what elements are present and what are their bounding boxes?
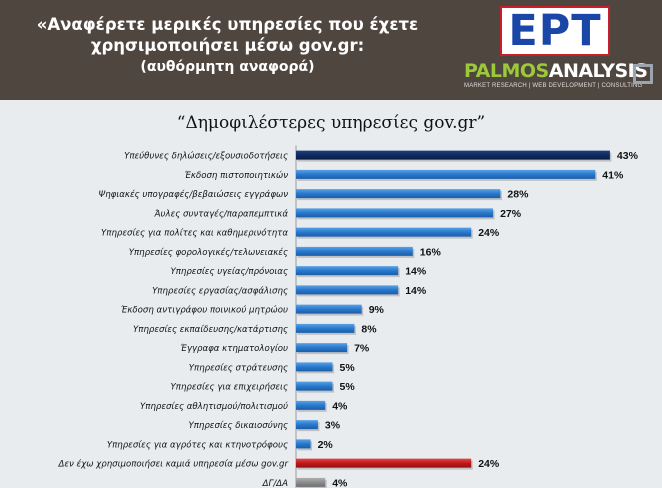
bar xyxy=(296,439,311,449)
bar-value-label: 8% xyxy=(361,323,377,335)
bar xyxy=(296,208,494,218)
palmos-logo-mark-icon xyxy=(633,64,653,84)
bar-value-label: 5% xyxy=(340,381,356,393)
bar-value-label: 4% xyxy=(332,400,348,412)
category-label: Ψηφιακές υπογραφές/βεβαιώσεις εγγράφων xyxy=(98,189,288,200)
category-label: Έκδοση αντιγράφου ποινικού μητρώου xyxy=(121,305,288,316)
bar-value-label: 41% xyxy=(602,169,624,181)
header-banner: «Αναφέρετε μερικές υπηρεσίες που έχετε χ… xyxy=(0,0,662,100)
palmos-logo-tagline: MARKET RESEARCH | WEB DEVELOPMENT | CONS… xyxy=(464,83,643,89)
bar-value-label: 2% xyxy=(318,439,334,451)
ert-logo-text: EPT xyxy=(508,6,602,56)
bar xyxy=(296,189,501,199)
category-label: Άυλες συνταγές/παραπεμπτικά xyxy=(154,208,289,219)
category-label: Υπηρεσίες αθλητισμού/πολιτισμού xyxy=(140,402,288,412)
bar xyxy=(296,420,318,430)
bar xyxy=(296,458,472,468)
ert-logo: EPT xyxy=(500,6,610,56)
bar-value-label: 7% xyxy=(354,343,370,355)
category-label: Υπηρεσίες εργασίας/ασφάλισης xyxy=(152,286,288,296)
bar xyxy=(296,150,610,160)
category-label: Υπηρεσίες στράτευσης xyxy=(189,363,288,373)
category-label: Δεν έχω χρησιμοποιήσει καμιά υπηρεσία μέ… xyxy=(57,459,288,470)
palmos-logo-name-part2: ANALYSIS xyxy=(548,60,648,82)
bar xyxy=(296,362,333,372)
bar-value-label: 9% xyxy=(369,304,385,316)
bar-value-label: 3% xyxy=(325,420,341,432)
category-label: Έγγραφα κτηματολογίου xyxy=(180,344,288,354)
bar xyxy=(296,381,333,391)
question-heading: «Αναφέρετε μερικές υπηρεσίες που έχετε χ… xyxy=(20,14,435,77)
bar xyxy=(296,304,362,314)
bar-value-label: 16% xyxy=(420,246,442,258)
bar xyxy=(296,477,326,487)
bar xyxy=(296,343,348,353)
bar xyxy=(296,227,472,237)
bar-value-label: 27% xyxy=(500,208,522,220)
bar-value-label: 4% xyxy=(332,477,348,488)
palmos-logo-name: PALMOSANALYSIS xyxy=(464,60,648,82)
bar-value-label: 14% xyxy=(405,266,427,278)
question-line-1: «Αναφέρετε μερικές υπηρεσίες που έχετε xyxy=(36,15,419,34)
chart-title: “Δημοφιλέστερες υπηρεσίες gov.gr” xyxy=(176,113,486,133)
bar-value-label: 24% xyxy=(478,227,500,239)
bar-value-label: 24% xyxy=(478,458,500,470)
category-label: Υπηρεσίες για πολίτες και καθημερινότητα xyxy=(101,228,288,239)
category-label: Υπηρεσίες φορολογικές/τελωνειακές xyxy=(129,247,288,258)
bar xyxy=(296,169,596,179)
bar-value-label: 28% xyxy=(507,189,529,201)
category-label: Υπηρεσίες για αγρότες και κτηνοτρόφους xyxy=(107,439,288,450)
question-line-2: χρησιμοποιήσει μέσω gov.gr: xyxy=(90,36,365,55)
bar-value-label: 5% xyxy=(340,362,356,374)
category-label: ΔΓ/ΔΑ xyxy=(262,479,288,488)
bar xyxy=(296,323,355,333)
palmos-analysis-logo: PALMOSANALYSIS MARKET RESEARCH | WEB DEV… xyxy=(464,60,648,90)
bar xyxy=(296,246,413,256)
question-line-3: (αυθόρμητη αναφορά) xyxy=(140,59,315,75)
bar xyxy=(296,285,399,295)
bar-value-label: 43% xyxy=(617,150,639,162)
category-label: Υπηρεσίες δικαιοσύνης xyxy=(188,421,288,431)
bar xyxy=(296,266,399,276)
palmos-logo-name-part1: PALMOS xyxy=(464,60,549,82)
category-label: Έκδοση πιστοποιητικών xyxy=(184,170,288,181)
category-label: Υπηρεσίες εκπαίδευσης/κατάρτισης xyxy=(133,325,288,335)
bar-value-label: 14% xyxy=(405,285,427,297)
category-label: Υπηρεσίες για επιχειρήσεις xyxy=(171,383,288,393)
bar xyxy=(296,400,326,410)
category-label: Υπηρεσίες υγείας/πρόνοιας xyxy=(170,266,288,277)
category-label: Υπεύθυνες δηλώσεις/εξουσιοδοτήσεις xyxy=(124,151,288,162)
